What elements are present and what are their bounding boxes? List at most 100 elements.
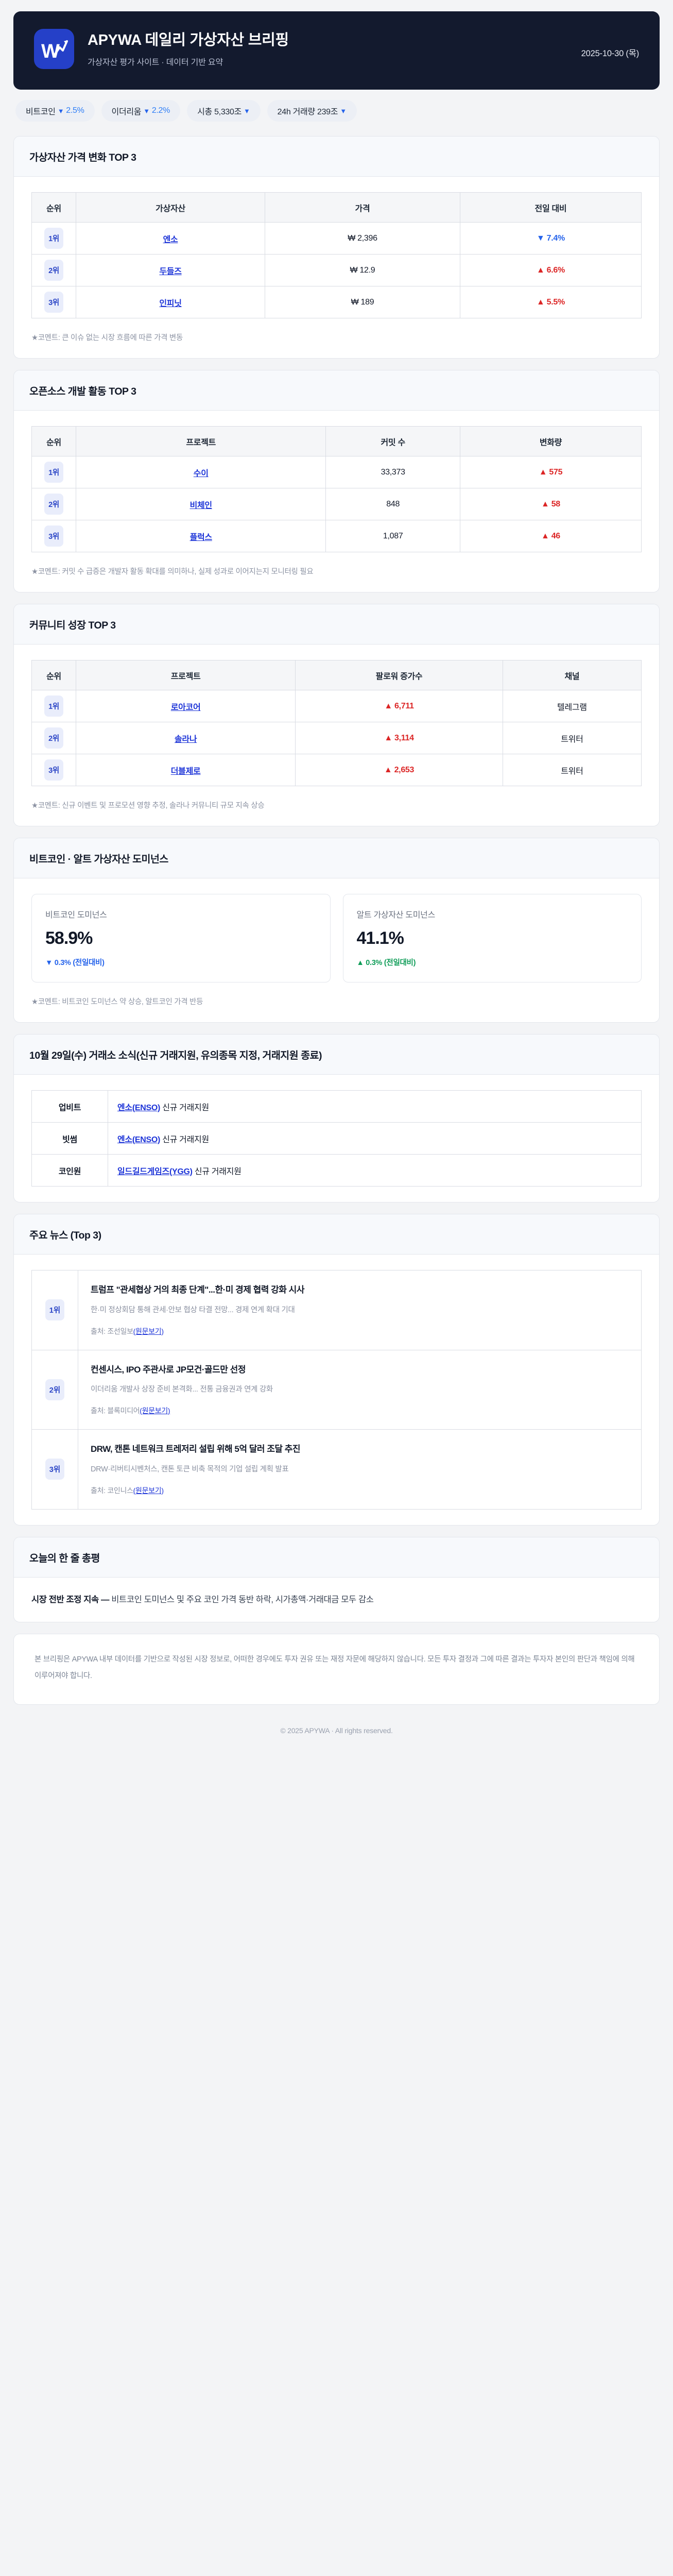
project-link[interactable]: 비체인 <box>189 501 213 510</box>
news-source-name: 출처: 코인니스 <box>91 1486 133 1495</box>
rank-cell: 3위 <box>31 286 76 318</box>
price-table: 순위 가상자산 가격 전일 대비 1위 엔소 ₩ 2,396 ▼ 7.4% 2위 <box>31 192 642 318</box>
project-cell: 더블제로 <box>75 754 296 786</box>
price-change-card: 가상자산 가격 변화 TOP 3 순위 가상자산 가격 전일 대비 1위 엔소 <box>13 136 660 359</box>
news-source-name: 출처: 조선일보 <box>91 1327 133 1335</box>
chip-label: 24h 거래량 239조 <box>277 108 338 116</box>
commits-cell: 33,373 <box>325 456 460 488</box>
news-title[interactable]: DRW, 캔톤 네트워크 트레저리 설립 위해 5억 달러 조달 추진 <box>91 1444 300 1454</box>
card-body: 업비트 엔소(ENSO) 신규 거래지원 빗썸 엔소(ENSO) 신규 거래지원… <box>14 1075 659 1202</box>
section-note: ★코멘트: 비트코인 도미넌스 약 상승, 알트코인 가격 반등 <box>31 998 203 1006</box>
rank-cell: 1위 <box>31 690 76 722</box>
table-row: 1위 로아코어 ▲ 6,711 텔레그램 <box>31 690 642 722</box>
rank-cell: 1위 <box>31 1270 78 1350</box>
project-link[interactable]: 솔라나 <box>174 735 197 744</box>
triangle-up-icon: ▲ <box>356 959 364 967</box>
column-header-project: 프로젝트 <box>75 426 326 456</box>
growth-value: 2,653 <box>394 765 415 774</box>
project-link[interactable]: 로아코어 <box>170 703 201 712</box>
table-row: 2위 두들즈 ₩ 12.9 ▲ 6.6% <box>31 254 642 286</box>
triangle-down-icon: ▼ <box>143 107 150 115</box>
exchange-desc: 일드길드게임즈(YGG) 신규 거래지원 <box>108 1154 642 1187</box>
news-source-link[interactable]: (원문보기) <box>133 1486 164 1495</box>
change-cell: ▲ 5.5% <box>459 286 642 318</box>
exchange-desc: 엔소(ENSO) 신규 거래지원 <box>108 1122 642 1155</box>
table-header-row: 순위 프로젝트 커밋 수 변화량 <box>31 426 642 456</box>
delta-cell: ▲ 58 <box>459 488 642 520</box>
chip-marketcap[interactable]: 시총 5,330조 ▼ <box>187 100 261 122</box>
chip-value: 2.2% <box>151 106 170 115</box>
listing-link[interactable]: 일드길드게임즈(YGG) <box>117 1167 193 1176</box>
exchange-name: 빗썸 <box>31 1122 108 1155</box>
card-header: 가상자산 가격 변화 TOP 3 <box>14 137 659 177</box>
chip-volume-24h[interactable]: 24h 거래량 239조 ▼ <box>267 100 357 122</box>
section-title: 주요 뉴스 (Top 3) <box>29 1230 101 1241</box>
daily-summary-card: 오늘의 한 줄 총평 시장 전반 조정 지속 — 비트코인 도미넌스 및 주요 … <box>13 1536 660 1623</box>
channel-cell: 트위터 <box>502 754 642 786</box>
rank-cell: 3위 <box>31 1429 78 1510</box>
card-body: 시장 전반 조정 지속 — 비트코인 도미넌스 및 주요 코인 가격 동반 하락… <box>14 1578 659 1622</box>
page-title: APYWA 데일리 가상자산 브리핑 <box>88 32 289 48</box>
project-cell: 솔라나 <box>75 722 296 754</box>
asset-link[interactable]: 두들즈 <box>159 267 182 276</box>
listing-link[interactable]: 엔소(ENSO) <box>117 1135 161 1144</box>
listing-link[interactable]: 엔소(ENSO) <box>117 1103 161 1112</box>
card-header: 주요 뉴스 (Top 3) <box>14 1214 659 1255</box>
growth-cell: ▲ 2,653 <box>295 754 503 786</box>
chip-label: 비트코인 <box>26 108 56 116</box>
asset-link[interactable]: 엔소 <box>163 235 178 244</box>
column-header-commits: 커밋 수 <box>325 426 460 456</box>
top-news-card: 주요 뉴스 (Top 3) 1위 트럼프 "관세협상 거의 최종 단계"...한… <box>13 1214 660 1526</box>
rank-cell: 1위 <box>31 222 76 255</box>
community-table: 순위 프로젝트 팔로워 증가수 채널 1위 로아코어 ▲ 6,711 텔레그램 … <box>31 660 642 786</box>
table-header-row: 순위 가상자산 가격 전일 대비 <box>31 192 642 223</box>
column-header-rank: 순위 <box>31 660 76 690</box>
asset-link[interactable]: 인피닛 <box>159 299 182 308</box>
rank-cell: 2위 <box>31 254 76 286</box>
rank-badge: 1위 <box>45 1299 65 1321</box>
rank-badge: 2위 <box>44 494 63 515</box>
chip-bitcoin[interactable]: 비트코인 ▼ 2.5% <box>15 100 95 122</box>
project-link[interactable]: 수이 <box>193 469 209 478</box>
news-title[interactable]: 컨센시스, IPO 주관사로 JP모건·골드만 선정 <box>91 1364 246 1375</box>
listing-rest: 신규 거래지원 <box>160 1135 209 1144</box>
section-note: ★코멘트: 커밋 수 급증은 개발자 활동 확대를 의미하나, 실제 성과로 이… <box>31 568 314 576</box>
triangle-up-icon: ▲ <box>539 467 547 477</box>
column-header-growth: 팔로워 증가수 <box>295 660 503 690</box>
news-row: 1위 트럼프 "관세협상 거의 최종 단계"...한·미 경제 협력 강화 시사… <box>31 1270 642 1350</box>
section-title: 비트코인 · 알트 가상자산 도미넌스 <box>29 854 168 865</box>
rank-badge: 2위 <box>45 1379 65 1400</box>
dominance-value: 41.1% <box>356 928 404 948</box>
triangle-up-icon: ▲ <box>384 765 392 774</box>
news-source: 출처: 조선일보(원문보기) <box>91 1326 629 1336</box>
news-source-link[interactable]: (원문보기) <box>140 1406 170 1415</box>
news-source-link[interactable]: (원문보기) <box>133 1327 164 1335</box>
table-row: 1위 엔소 ₩ 2,396 ▼ 7.4% <box>31 222 642 255</box>
project-link[interactable]: 플럭스 <box>189 533 213 542</box>
table-row: 코인원 일드길드게임즈(YGG) 신규 거래지원 <box>31 1154 642 1187</box>
rank-badge: 1위 <box>44 228 63 249</box>
chip-ethereum[interactable]: 이더리움 ▼ 2.2% <box>101 100 181 122</box>
chip-label: 이더리움 <box>111 108 142 116</box>
commits-cell: 1,087 <box>325 520 460 552</box>
news-source: 출처: 코인니스(원문보기) <box>91 1485 629 1496</box>
project-link[interactable]: 더블제로 <box>170 767 201 776</box>
listing-rest: 신규 거래지원 <box>160 1103 209 1112</box>
rank-badge: 1위 <box>44 462 63 483</box>
column-header-price: 가격 <box>265 192 460 223</box>
section-title: 오늘의 한 줄 총평 <box>29 1552 100 1564</box>
apywa-logo-icon: W <box>34 29 74 69</box>
column-header-asset: 가상자산 <box>75 192 266 223</box>
news-description: 이더리움 개발사 상장 준비 본격화... 전통 금융권과 연계 강화 <box>91 1385 273 1394</box>
growth-value: 6,711 <box>394 701 414 710</box>
column-header-change: 전일 대비 <box>459 192 642 223</box>
triangle-down-icon: ▼ <box>340 107 347 115</box>
chip-value: 2.5% <box>66 106 84 115</box>
project-cell: 플럭스 <box>75 520 326 552</box>
header-text-block: APYWA 데일리 가상자산 브리핑 가상자산 평가 사이트 · 데이터 기반 … <box>88 29 289 67</box>
summary-text: 시장 전반 조정 지속 — 비트코인 도미넌스 및 주요 코인 가격 동반 하락… <box>31 1593 642 1606</box>
triangle-up-icon: ▲ <box>536 265 545 275</box>
growth-cell: ▲ 6,711 <box>295 690 503 722</box>
triangle-up-icon: ▲ <box>541 499 549 509</box>
news-title[interactable]: 트럼프 "관세협상 거의 최종 단계"...한·미 경제 협력 강화 시사 <box>91 1285 304 1295</box>
